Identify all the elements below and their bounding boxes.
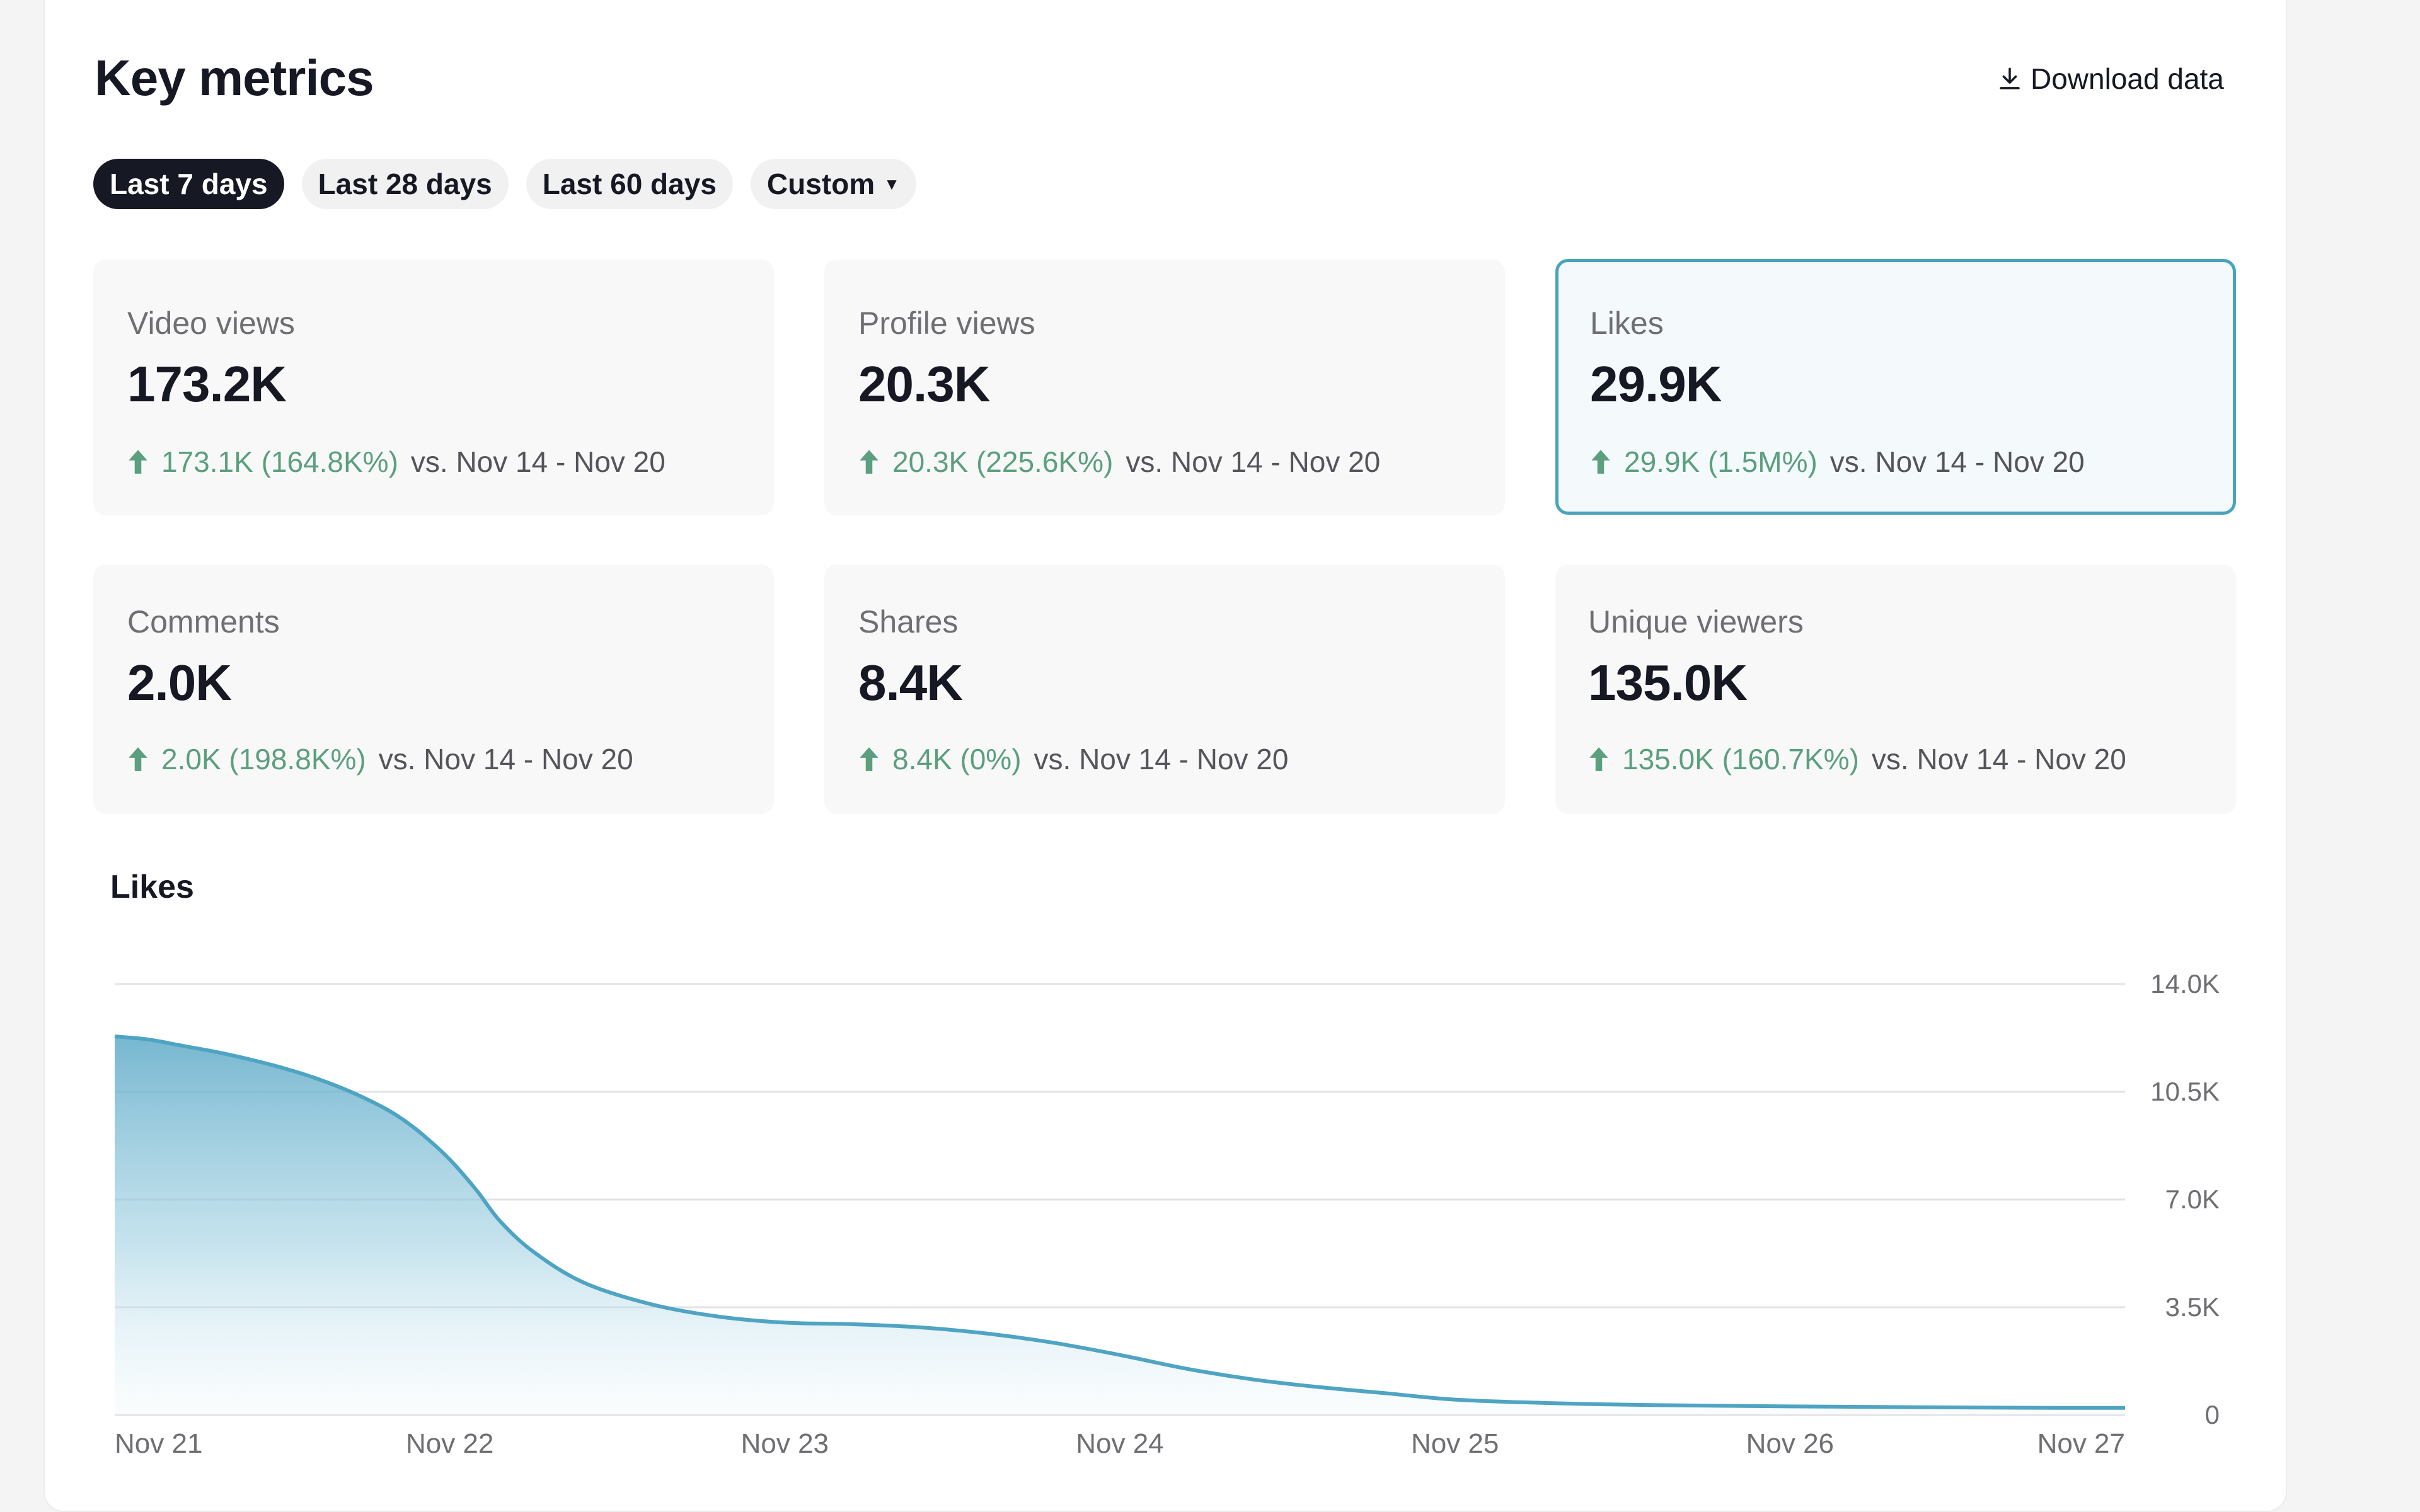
metric-card-shares[interactable]: Shares 8.4K 8.4K (0%) vs. Nov 14 - Nov 2… [824, 564, 1505, 814]
chart-area-fill [115, 1036, 2125, 1415]
date-range-tabs: Last 7 days Last 28 days Last 60 days Cu… [93, 159, 916, 209]
arrow-up-icon [129, 747, 147, 771]
metric-change: 20.3K (225.6K%) [892, 445, 1114, 478]
metric-change: 29.9K (1.5M%) [1624, 445, 1818, 478]
arrow-up-icon [860, 450, 879, 474]
metric-label: Shares [858, 604, 959, 639]
metric-label: Profile views [858, 306, 1035, 341]
y-tick-label: 0 [2205, 1400, 2220, 1429]
metric-comparison: vs. Nov 14 - Nov 20 [1829, 445, 2085, 478]
arrow-up-icon [129, 450, 147, 474]
metric-card-profile-views[interactable]: Profile views 20.3K 20.3K (225.6K%) vs. … [824, 260, 1505, 515]
tab-label: Custom [766, 168, 875, 200]
metric-value: 20.3K [858, 356, 990, 412]
page-title: Key metrics [95, 50, 374, 106]
tab-label: Last 28 days [318, 168, 492, 200]
chart-title: Likes [110, 869, 194, 905]
metric-value: 173.2K [127, 356, 287, 412]
metric-label: Video views [127, 306, 295, 341]
metric-value: 2.0K [127, 655, 232, 711]
metric-delta: 8.4K (0%) vs. Nov 14 - Nov 20 [858, 742, 1288, 776]
x-tick-label: Nov 26 [1746, 1428, 1834, 1459]
x-tick-label: Nov 24 [1076, 1428, 1163, 1459]
metric-change: 8.4K (0%) [892, 743, 1022, 776]
tab-custom[interactable]: Custom ▼ [750, 159, 916, 209]
arrow-up-icon [1589, 747, 1608, 771]
metric-card-video-views[interactable]: Video views 173.2K 173.1K (164.8K%) vs. … [93, 260, 774, 515]
metric-comparison: vs. Nov 14 - Nov 20 [378, 743, 633, 776]
x-tick-label: Nov 21 [115, 1428, 202, 1459]
metric-value: 29.9K [1590, 356, 1722, 412]
x-tick-label: Nov 27 [2037, 1428, 2125, 1459]
metric-delta: 2.0K (198.8K%) vs. Nov 14 - Nov 20 [127, 742, 633, 776]
metric-comparison: vs. Nov 14 - Nov 20 [410, 445, 666, 478]
tab-last-7-days[interactable]: Last 7 days [93, 159, 284, 209]
download-icon [2000, 67, 2020, 89]
metric-value: 8.4K [858, 655, 963, 711]
metric-label: Unique viewers [1588, 604, 1804, 639]
y-tick-label: 10.5K [2150, 1077, 2220, 1106]
metric-change: 2.0K (198.8K%) [161, 743, 366, 776]
tab-label: Last 7 days [110, 168, 268, 200]
y-tick-label: 3.5K [2165, 1292, 2220, 1322]
metric-label: Comments [127, 604, 280, 639]
metric-change: 173.1K (164.8K%) [161, 445, 398, 478]
tab-last-60-days[interactable]: Last 60 days [526, 159, 733, 209]
tab-last-28-days[interactable]: Last 28 days [301, 159, 509, 209]
metric-card-likes[interactable]: Likes 29.9K 29.9K (1.5M%) vs. Nov 14 - N… [1555, 259, 2236, 515]
metric-comparison: vs. Nov 14 - Nov 20 [1871, 743, 2126, 776]
metric-comparison: vs. Nov 14 - Nov 20 [1034, 743, 1289, 776]
metric-card-unique-viewers[interactable]: Unique viewers 135.0K 135.0K (160.7K%) v… [1555, 564, 2236, 814]
caret-down-icon: ▼ [884, 174, 900, 193]
metric-delta: 173.1K (164.8K%) vs. Nov 14 - Nov 20 [127, 445, 666, 479]
arrow-up-icon [1591, 450, 1610, 474]
tab-label: Last 60 days [542, 168, 717, 200]
metric-delta: 20.3K (225.6K%) vs. Nov 14 - Nov 20 [858, 445, 1380, 479]
metric-delta: 135.0K (160.7K%) vs. Nov 14 - Nov 20 [1588, 742, 2126, 776]
arrow-up-icon [860, 747, 879, 771]
metric-label: Likes [1590, 306, 1664, 341]
x-tick-label: Nov 25 [1411, 1428, 1499, 1459]
metric-change: 135.0K (160.7K%) [1622, 743, 1859, 776]
y-tick-label: 7.0K [2165, 1184, 2220, 1214]
x-tick-label: Nov 23 [741, 1428, 829, 1459]
download-data-label: Download data [2031, 62, 2224, 95]
metric-delta: 29.9K (1.5M%) vs. Nov 14 - Nov 20 [1590, 445, 2085, 479]
x-tick-label: Nov 22 [406, 1428, 493, 1459]
y-tick-label: 14.0K [2150, 969, 2220, 999]
metric-card-comments[interactable]: Comments 2.0K 2.0K (198.8K%) vs. Nov 14 … [93, 564, 774, 814]
metric-comparison: vs. Nov 14 - Nov 20 [1126, 445, 1381, 478]
download-data-button[interactable]: Download data [1997, 62, 2224, 96]
metric-value: 135.0K [1588, 655, 1748, 711]
chart-series-line [114, 1034, 2126, 1410]
